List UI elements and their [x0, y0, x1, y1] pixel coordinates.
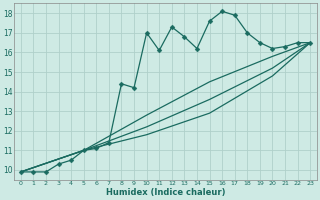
X-axis label: Humidex (Indice chaleur): Humidex (Indice chaleur): [106, 188, 225, 197]
